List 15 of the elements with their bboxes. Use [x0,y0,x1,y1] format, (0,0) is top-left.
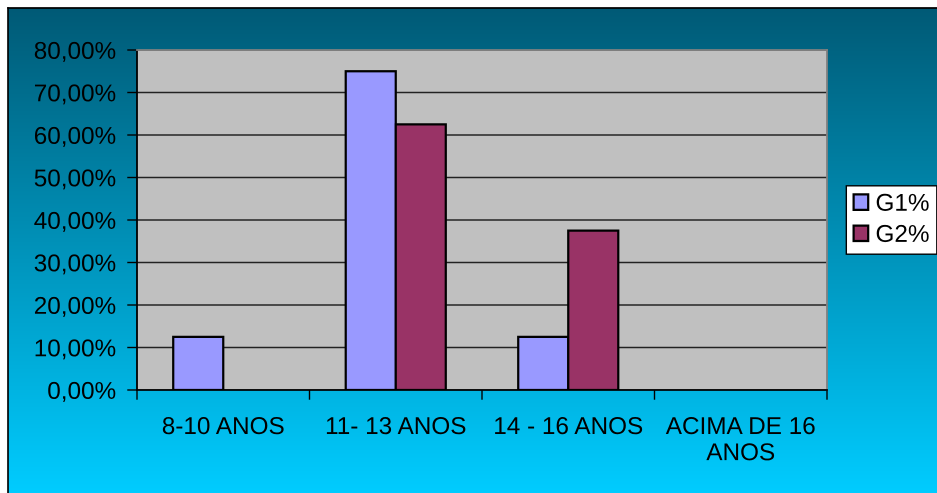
x-tick-label: ACIMA DE 16 ANOS [666,417,815,460]
legend-label: G2% [876,224,929,242]
x-tick-label: 11- 13 ANOS [326,417,466,434]
x-tick-label: 14 - 16 ANOS [495,417,642,434]
y-tick-label: 60,00% [34,126,116,147]
y-tick-label: 0,00% [48,382,116,402]
y-tick-label: 10,00% [36,339,116,360]
y-tick-label: 50,00% [34,169,116,190]
x-tick-label: 8-10 ANOS [162,417,284,434]
y-tick-label: 80,00% [34,42,116,62]
y-tick-label: 30,00% [34,254,116,274]
legend-label: G1% [876,194,929,211]
y-tick-label: 70,00% [34,84,116,104]
y-tick-label: 20,00% [34,296,116,317]
y-tick-label: 40,00% [34,212,116,232]
